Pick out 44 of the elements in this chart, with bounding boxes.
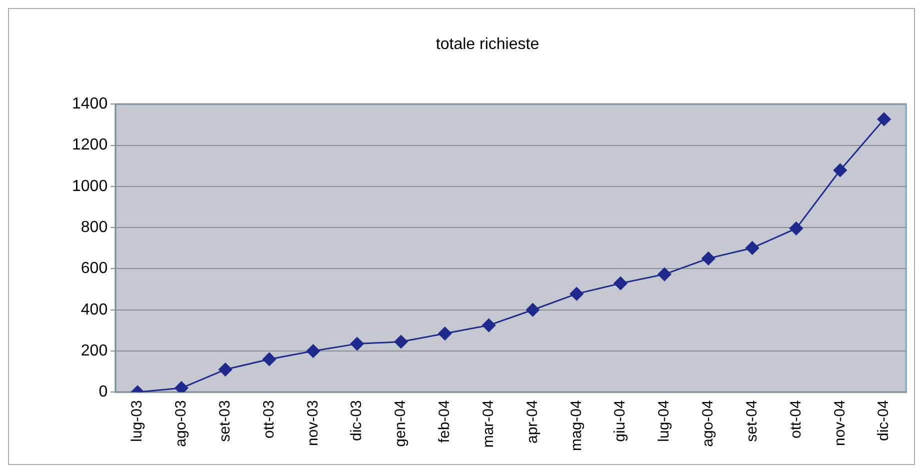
x-tick-label: giu-04 — [612, 400, 629, 442]
x-tick-label: gen-04 — [392, 400, 410, 447]
x-tick-label: lug-04 — [656, 400, 673, 442]
point — [658, 268, 672, 282]
y-tick-label: 1000 — [72, 178, 108, 195]
y-tick-label: 1200 — [72, 136, 108, 154]
chart-title: totale richieste — [436, 36, 540, 54]
x-tick-label: ago-04 — [700, 400, 717, 447]
point — [526, 303, 540, 317]
x-tick-label: nov-04 — [831, 400, 848, 446]
x-tick-label: dic-04 — [875, 400, 892, 441]
y-tick-label: 0 — [98, 384, 108, 401]
point — [614, 276, 628, 290]
y-tick-label: 200 — [80, 342, 108, 360]
point — [218, 362, 232, 376]
x-tick-label: ago-03 — [172, 400, 190, 447]
point — [394, 335, 408, 348]
point — [262, 352, 276, 366]
y-tick-label: 400 — [80, 301, 108, 318]
point — [306, 344, 320, 358]
point — [702, 252, 716, 266]
y-tick-label: 800 — [80, 219, 108, 236]
x-tick-label: ott-04 — [787, 400, 804, 438]
x-tick-label: set-03 — [216, 400, 234, 442]
y-tick-label: 1400 — [72, 96, 108, 113]
point — [877, 112, 891, 126]
point — [350, 337, 364, 351]
x-tick-label: apr-04 — [524, 400, 541, 444]
point — [174, 381, 188, 392]
x-tick-label: set-04 — [743, 400, 760, 442]
x-tick-label: dic-03 — [348, 400, 366, 441]
x-tick-label: feb-04 — [436, 400, 454, 443]
point — [482, 318, 496, 332]
point — [833, 163, 847, 177]
x-tick-label: nov-03 — [304, 400, 322, 446]
point — [570, 287, 584, 301]
point — [438, 326, 452, 340]
x-tick-label: mag-04 — [568, 400, 585, 451]
x-tick-label: lug-03 — [128, 400, 146, 442]
x-tick-label: ott-03 — [260, 400, 278, 438]
point — [746, 241, 760, 255]
point — [789, 222, 803, 236]
x-tick-label: mar-04 — [480, 400, 497, 448]
y-tick-label: 600 — [80, 260, 108, 278]
